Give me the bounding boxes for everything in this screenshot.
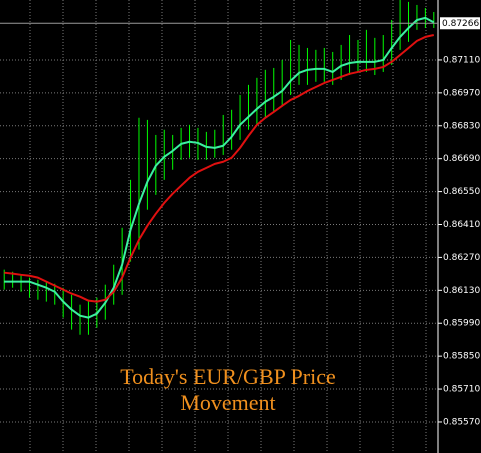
current-price-box xyxy=(440,17,480,30)
y-tick-label: 0.86550 xyxy=(443,187,480,197)
moving-average-line xyxy=(4,16,435,319)
y-tick-label: 0.86970 xyxy=(443,88,480,98)
y-tick-label: 0.86690 xyxy=(443,154,480,164)
y-tick-label: 0.86830 xyxy=(443,121,480,131)
y-tick-label: 0.85850 xyxy=(443,352,480,362)
y-tick-label: 0.85710 xyxy=(443,385,480,395)
y-tick-label: 0.86130 xyxy=(443,286,480,296)
current-price-label: 0.87266 xyxy=(442,19,479,29)
y-tick-label: 0.86410 xyxy=(443,220,480,230)
y-tick-label: 0.87110 xyxy=(443,55,480,65)
moving-average-line xyxy=(4,34,435,303)
chart-title: Today's EUR/GBP Price Movement xyxy=(120,364,336,415)
y-tick-label: 0.85990 xyxy=(443,319,480,329)
y-tick-label: 0.86270 xyxy=(443,253,480,263)
y-tick-label: 0.85570 xyxy=(443,417,480,427)
